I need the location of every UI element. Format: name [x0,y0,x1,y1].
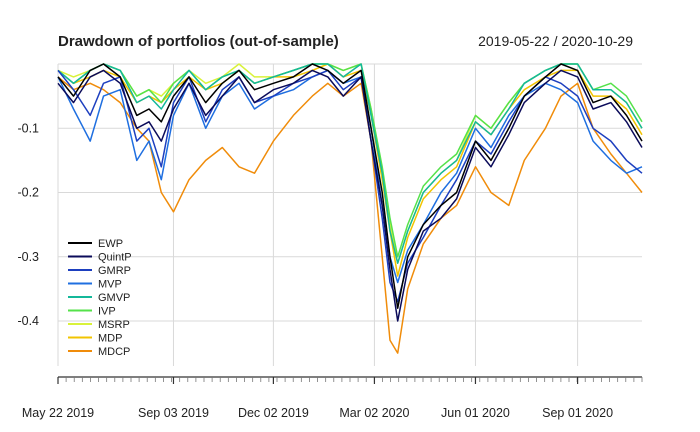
series-line-quintp [57,69,643,322]
series-line-ivp [57,63,643,258]
x-tick-label: Mar 02 2020 [339,406,409,420]
series-line-mdcp [57,76,643,354]
x-tick-label: Sep 01 2020 [542,406,613,420]
y-tick-label: -0.2 [17,186,39,200]
legend-label-mvp: MVP [98,279,122,291]
x-tick-label: May 22 2019 [22,406,94,420]
x-tick-label: Sep 03 2019 [138,406,209,420]
legend-label-mdcp: MDCP [98,346,130,358]
series-lines [57,63,643,354]
y-tick-label: -0.1 [17,121,39,135]
series-line-gmvp [57,63,643,264]
x-tick-label: Jun 01 2020 [441,406,510,420]
date-range-label: 2019-05-22 / 2020-10-29 [478,33,633,49]
legend-label-gmvp: GMVP [98,292,130,304]
y-tick-label: -0.4 [17,314,39,328]
series-line-msrp [57,63,643,264]
grid-lines [57,63,642,366]
axes: -0.1 -0.2 -0.3 -0.4 May 22 2019 Sep 03 2019 De… [17,121,643,420]
legend-label-ewp: EWP [98,238,123,250]
series-line-mvp [57,69,643,284]
x-tick-label: Dec 02 2019 [238,406,309,420]
chart-title: Drawdown of portfolios (out-of-sample) [58,33,339,50]
series-line-mdp [57,63,643,277]
legend-label-msrp: MSRP [98,319,130,331]
legend-label-ivp: IVP [98,306,116,318]
legend-label-quintp: QuintP [98,252,132,264]
legend-label-mdp: MDP [98,333,122,345]
y-tick-label: -0.3 [17,250,39,264]
series-line-gmrp [57,69,643,303]
legend-label-gmrp: GMRP [98,265,131,277]
series-line-ewp [57,63,643,309]
